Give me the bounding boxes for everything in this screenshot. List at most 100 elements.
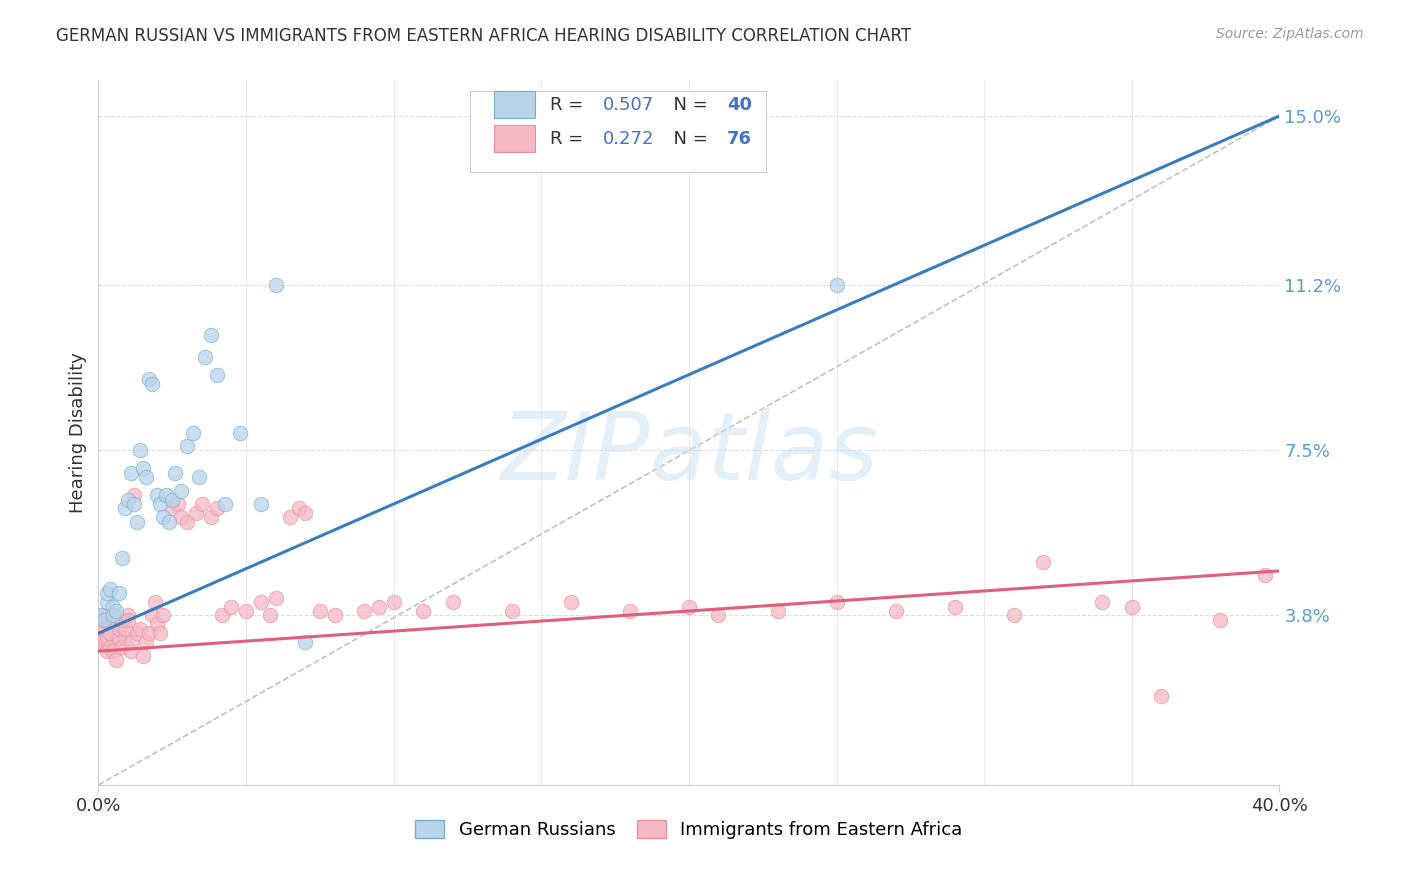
Point bbox=[162, 492, 183, 507]
Point bbox=[96, 613, 118, 627]
Text: 0.272: 0.272 bbox=[603, 129, 654, 148]
Point bbox=[1002, 608, 1025, 623]
Point bbox=[108, 622, 131, 636]
Point bbox=[103, 644, 125, 658]
Point bbox=[105, 608, 128, 623]
FancyBboxPatch shape bbox=[471, 91, 766, 172]
Point bbox=[560, 595, 582, 609]
Point bbox=[1032, 555, 1054, 569]
Point bbox=[155, 488, 177, 502]
Point bbox=[98, 582, 121, 596]
Point bbox=[884, 604, 907, 618]
Point bbox=[157, 515, 180, 529]
Point bbox=[1121, 599, 1143, 614]
Point bbox=[766, 604, 789, 618]
Text: GERMAN RUSSIAN VS IMMIGRANTS FROM EASTERN AFRICA HEARING DISABILITY CORRELATION : GERMAN RUSSIAN VS IMMIGRANTS FROM EASTER… bbox=[56, 27, 911, 45]
Point bbox=[108, 586, 131, 600]
Text: 76: 76 bbox=[727, 129, 752, 148]
Point bbox=[368, 599, 391, 614]
Point bbox=[111, 550, 134, 565]
Point bbox=[264, 278, 287, 293]
Point bbox=[214, 497, 236, 511]
Point bbox=[138, 372, 160, 386]
Point bbox=[825, 595, 848, 609]
Point bbox=[412, 604, 434, 618]
Point bbox=[441, 595, 464, 609]
Point bbox=[120, 635, 142, 649]
Point bbox=[117, 613, 139, 627]
Point bbox=[125, 626, 148, 640]
Point bbox=[93, 613, 115, 627]
Point bbox=[90, 617, 112, 632]
Point bbox=[103, 613, 125, 627]
FancyBboxPatch shape bbox=[494, 91, 536, 118]
Point bbox=[181, 425, 204, 440]
Legend: German Russians, Immigrants from Eastern Africa: German Russians, Immigrants from Eastern… bbox=[408, 814, 970, 847]
Point bbox=[114, 631, 136, 645]
Point bbox=[90, 635, 112, 649]
Point bbox=[235, 604, 257, 618]
Point bbox=[132, 648, 155, 663]
Point bbox=[111, 613, 134, 627]
Point bbox=[1254, 568, 1277, 582]
Point bbox=[135, 470, 157, 484]
Y-axis label: Hearing Disability: Hearing Disability bbox=[69, 352, 87, 513]
Point bbox=[141, 376, 163, 391]
Point bbox=[1209, 613, 1232, 627]
Point bbox=[143, 595, 166, 609]
Text: N =: N = bbox=[662, 95, 713, 113]
Point bbox=[108, 631, 131, 645]
Point bbox=[122, 497, 145, 511]
Point bbox=[141, 608, 163, 623]
Point bbox=[165, 466, 187, 480]
Point bbox=[114, 501, 136, 516]
Point bbox=[221, 599, 243, 614]
Point bbox=[149, 626, 172, 640]
Point bbox=[146, 488, 169, 502]
Point bbox=[132, 461, 155, 475]
Point bbox=[170, 510, 193, 524]
Point bbox=[280, 510, 302, 524]
Point bbox=[187, 470, 209, 484]
Point bbox=[149, 497, 172, 511]
Point bbox=[120, 466, 142, 480]
Point bbox=[96, 644, 118, 658]
Point bbox=[382, 595, 405, 609]
Point bbox=[825, 278, 848, 293]
Point bbox=[103, 608, 125, 623]
Point bbox=[229, 425, 252, 440]
Point bbox=[146, 617, 169, 632]
Point bbox=[200, 327, 222, 342]
Point bbox=[93, 608, 115, 623]
FancyBboxPatch shape bbox=[494, 125, 536, 153]
Point bbox=[96, 595, 118, 609]
Point bbox=[152, 510, 174, 524]
Point bbox=[125, 515, 148, 529]
Point bbox=[117, 492, 139, 507]
Point bbox=[250, 497, 273, 511]
Point bbox=[211, 608, 233, 623]
Point bbox=[176, 515, 198, 529]
Point bbox=[707, 608, 730, 623]
Point bbox=[323, 608, 346, 623]
Point bbox=[294, 506, 316, 520]
Point bbox=[191, 497, 214, 511]
Point bbox=[138, 626, 160, 640]
Point bbox=[288, 501, 311, 516]
Point bbox=[259, 608, 281, 623]
Point bbox=[264, 591, 287, 605]
Point bbox=[98, 640, 121, 654]
Point bbox=[120, 644, 142, 658]
Point bbox=[200, 510, 222, 524]
Point bbox=[128, 443, 150, 458]
Point bbox=[184, 506, 207, 520]
Text: 0.507: 0.507 bbox=[603, 95, 654, 113]
Text: R =: R = bbox=[550, 95, 589, 113]
Point bbox=[501, 604, 523, 618]
Point bbox=[170, 483, 193, 498]
Point bbox=[943, 599, 966, 614]
Point bbox=[122, 488, 145, 502]
Point bbox=[678, 599, 700, 614]
Point bbox=[90, 626, 112, 640]
Point bbox=[96, 631, 118, 645]
